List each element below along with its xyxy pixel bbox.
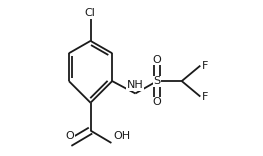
Text: Cl: Cl [84,8,95,18]
Text: S: S [153,76,161,86]
Text: F: F [202,61,208,71]
Text: O: O [153,55,161,65]
Text: NH: NH [127,80,144,90]
Text: O: O [65,131,74,141]
Text: O: O [153,97,161,107]
Text: F: F [202,92,208,102]
Text: OH: OH [113,131,130,141]
